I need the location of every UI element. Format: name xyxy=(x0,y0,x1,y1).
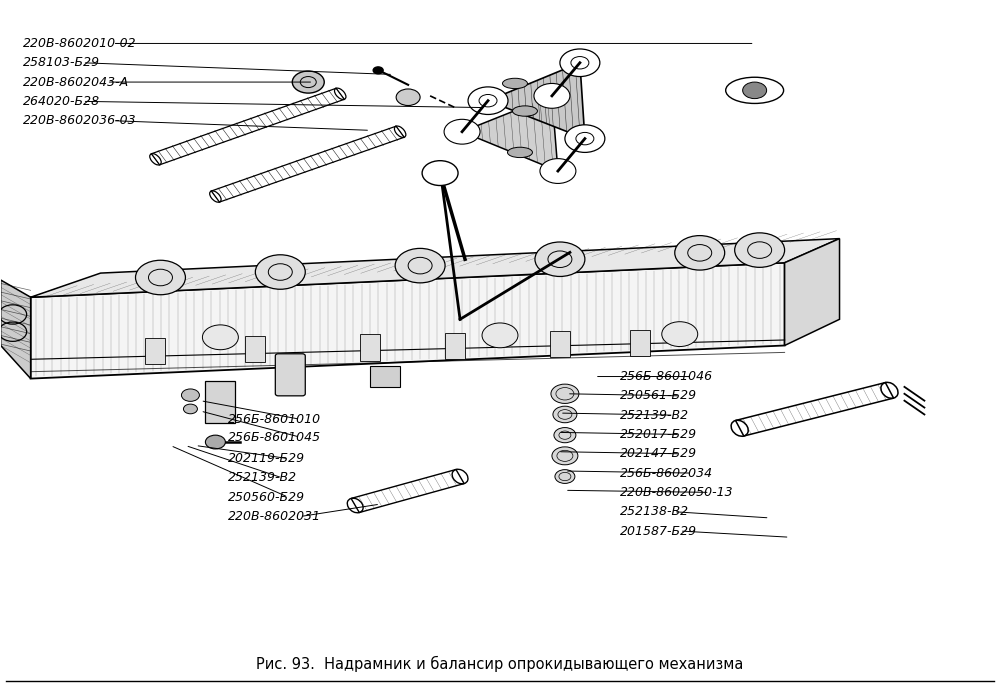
Circle shape xyxy=(202,325,238,350)
Text: 220В-8602031: 220В-8602031 xyxy=(228,510,322,523)
Circle shape xyxy=(205,435,225,449)
Circle shape xyxy=(743,82,767,99)
Circle shape xyxy=(560,49,600,77)
Text: 202119-Б29: 202119-Б29 xyxy=(228,452,306,465)
Circle shape xyxy=(373,67,383,74)
Circle shape xyxy=(468,87,508,115)
Text: 252139-В2: 252139-В2 xyxy=(620,408,689,422)
Polygon shape xyxy=(785,238,840,346)
Circle shape xyxy=(422,161,458,185)
Text: 264020-Б28: 264020-Б28 xyxy=(23,95,100,108)
Polygon shape xyxy=(488,63,585,139)
Circle shape xyxy=(255,255,305,290)
Circle shape xyxy=(735,233,785,267)
Ellipse shape xyxy=(507,147,532,158)
Circle shape xyxy=(183,404,197,414)
Bar xyxy=(630,330,650,356)
Text: 250561-Б29: 250561-Б29 xyxy=(620,389,697,402)
Circle shape xyxy=(444,120,480,144)
Circle shape xyxy=(482,323,518,348)
Text: 220В-8602036-03: 220В-8602036-03 xyxy=(23,114,136,127)
Polygon shape xyxy=(31,263,785,379)
Text: 250560-Б29: 250560-Б29 xyxy=(228,491,306,504)
Circle shape xyxy=(181,389,199,401)
Text: 258103-Б29: 258103-Б29 xyxy=(23,56,100,69)
Circle shape xyxy=(540,159,576,183)
Text: 220В-8602043-А: 220В-8602043-А xyxy=(23,75,129,88)
Text: 252139-В2: 252139-В2 xyxy=(228,471,298,484)
Circle shape xyxy=(551,384,579,404)
Text: 220В-8602050-13: 220В-8602050-13 xyxy=(620,486,733,499)
Bar xyxy=(370,366,400,387)
Text: 252017-Б29: 252017-Б29 xyxy=(620,428,697,441)
Circle shape xyxy=(395,248,445,283)
Text: 256Б-8601045: 256Б-8601045 xyxy=(228,430,322,444)
Circle shape xyxy=(292,71,324,93)
Circle shape xyxy=(136,261,185,295)
Polygon shape xyxy=(1,280,31,379)
Circle shape xyxy=(534,84,570,108)
FancyBboxPatch shape xyxy=(275,354,305,396)
Circle shape xyxy=(554,428,576,443)
Ellipse shape xyxy=(726,77,784,104)
Text: 202147-Б29: 202147-Б29 xyxy=(620,447,697,460)
Text: 252138-В2: 252138-В2 xyxy=(620,505,689,518)
Text: 256Б-8602034: 256Б-8602034 xyxy=(620,466,713,480)
Bar xyxy=(205,381,235,423)
Polygon shape xyxy=(31,238,840,297)
Text: 256Б-8601046: 256Б-8601046 xyxy=(620,370,713,383)
Bar xyxy=(360,334,380,361)
Bar xyxy=(445,333,465,359)
Bar xyxy=(550,331,570,357)
Text: 201587-Б29: 201587-Б29 xyxy=(620,524,697,538)
Circle shape xyxy=(555,470,575,484)
Text: 256Б-8601010: 256Б-8601010 xyxy=(228,413,322,426)
Text: 220В-8602010-02: 220В-8602010-02 xyxy=(23,37,136,50)
Ellipse shape xyxy=(512,106,537,116)
Polygon shape xyxy=(462,96,558,171)
Circle shape xyxy=(662,322,698,346)
Circle shape xyxy=(396,89,420,106)
Circle shape xyxy=(675,236,725,270)
Bar xyxy=(245,337,265,363)
Circle shape xyxy=(553,406,577,423)
Circle shape xyxy=(535,242,585,276)
Bar xyxy=(145,338,165,364)
Circle shape xyxy=(552,447,578,465)
Text: Рис. 93.  Надрамник и балансир опрокидывающего механизма: Рис. 93. Надрамник и балансир опрокидыва… xyxy=(256,656,744,672)
Ellipse shape xyxy=(502,78,527,88)
Circle shape xyxy=(565,125,605,153)
